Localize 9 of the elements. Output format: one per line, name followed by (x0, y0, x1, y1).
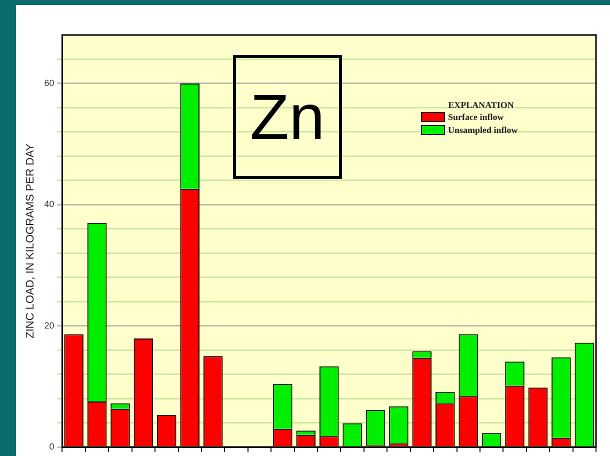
y-tick-label: 0 (49, 441, 54, 452)
annotation: Zn (233, 55, 342, 179)
y-axis-title: ZINC LOAD, IN KILOGRAMS PER DAY (24, 142, 37, 338)
legend-title: EXPLANATION (447, 100, 515, 110)
y-tick-label: 60 (44, 78, 54, 88)
y-tick-label: 20 (44, 320, 54, 330)
legend-label: Unsampled inflow (448, 124, 518, 134)
legend-label: Surface inflow (448, 112, 504, 122)
y-tick-label: 40 (44, 199, 54, 210)
